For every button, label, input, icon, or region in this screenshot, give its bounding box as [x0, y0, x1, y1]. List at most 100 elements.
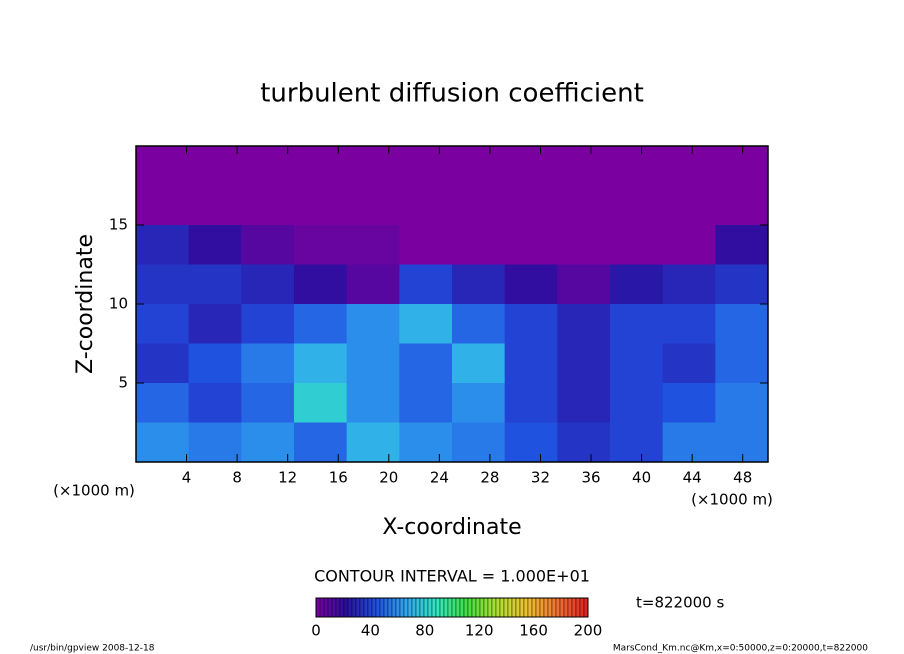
colorbar-band — [323, 597, 329, 618]
cell — [557, 185, 611, 226]
colorbar-band — [467, 597, 473, 618]
cell — [504, 304, 558, 344]
cell — [346, 185, 400, 226]
colorbar-band — [563, 597, 569, 618]
cell — [715, 304, 769, 344]
cell — [346, 304, 400, 344]
x-tick-label: 28 — [480, 469, 499, 487]
colorbar-band — [523, 597, 529, 618]
x-axis-label: X-coordinate — [382, 515, 521, 540]
cell — [399, 304, 453, 344]
cell — [557, 146, 611, 186]
cell — [294, 225, 348, 265]
colorbar-band — [527, 597, 533, 618]
colorbar-band — [331, 597, 337, 618]
cell — [136, 264, 190, 305]
colorbar-band — [423, 597, 429, 618]
colorbar-band — [447, 597, 453, 618]
cell — [557, 343, 611, 384]
colorbar-band — [459, 597, 465, 618]
x-tick-label: 8 — [232, 469, 242, 487]
cell — [662, 185, 716, 226]
cell — [294, 264, 348, 305]
colorbar-band — [463, 597, 469, 618]
colorbar-band — [407, 597, 413, 618]
cell — [346, 264, 400, 305]
cell — [346, 146, 400, 186]
cell — [452, 264, 506, 305]
cell — [346, 225, 400, 265]
colorbar-band — [343, 597, 349, 618]
x-tick-label: 36 — [581, 469, 600, 487]
colorbar-band — [371, 597, 377, 618]
x-tick-label: 12 — [278, 469, 297, 487]
footer: MarsCond_Km.nc@Km,x=0:50000,z=0:20000,t=… — [613, 644, 868, 654]
cell — [662, 343, 716, 384]
cell — [662, 264, 716, 305]
cell — [346, 383, 400, 423]
cell — [188, 146, 242, 186]
cell — [504, 343, 558, 384]
cell — [557, 383, 611, 423]
colorbar-band — [575, 597, 581, 618]
colorbar-band — [339, 597, 345, 618]
cell — [241, 304, 295, 344]
colorbar-band — [319, 597, 325, 618]
x-tick-label: 20 — [379, 469, 398, 487]
cell — [294, 146, 348, 186]
colorbar-band — [427, 597, 433, 618]
colorbar-tick-label: 0 — [311, 622, 321, 640]
cell — [241, 343, 295, 384]
colorbar-band — [555, 597, 561, 618]
colorbar-band — [363, 597, 369, 618]
colorbar-band — [567, 597, 573, 618]
cell — [346, 343, 400, 384]
colorbar-band — [399, 597, 405, 618]
cell — [715, 225, 769, 265]
footer: /usr/bin/gpview 2008-12-18 — [30, 644, 155, 654]
cell — [662, 146, 716, 186]
cell — [715, 146, 769, 186]
colorbar-band — [315, 597, 321, 618]
cell — [241, 146, 295, 186]
colorbar-band — [387, 597, 393, 618]
cell — [241, 383, 295, 423]
colorbar-band — [383, 597, 389, 618]
colorbar-band — [475, 597, 481, 618]
cell — [188, 343, 242, 384]
cell — [715, 383, 769, 423]
cell — [610, 225, 664, 265]
colorbar-band — [431, 597, 437, 618]
colorbar-band — [375, 597, 381, 618]
contour-note: CONTOUR INTERVAL = 1.000E+01 — [314, 567, 590, 586]
colorbar-band — [531, 597, 537, 618]
colorbar-band — [355, 597, 361, 618]
cell — [610, 422, 664, 463]
colorbar-band — [391, 597, 397, 618]
cell — [662, 422, 716, 463]
cell — [504, 422, 558, 463]
cell — [136, 146, 190, 186]
cell — [504, 264, 558, 305]
cell — [557, 264, 611, 305]
cell — [504, 185, 558, 226]
colorbar-band — [395, 597, 401, 618]
y-tick-label: 5 — [118, 374, 128, 392]
cell — [452, 185, 506, 226]
cell — [452, 304, 506, 344]
cell — [610, 343, 664, 384]
cell — [294, 383, 348, 423]
cell — [715, 343, 769, 384]
y-axis-label: Z-coordinate — [73, 234, 98, 374]
cell — [399, 343, 453, 384]
cell — [241, 264, 295, 305]
colorbar-band — [583, 597, 589, 618]
cell — [136, 383, 190, 423]
colorbar-tick-label: 40 — [361, 622, 380, 640]
x-unit: (×1000 m) — [53, 482, 135, 500]
colorbar-band — [471, 597, 477, 618]
cell — [399, 264, 453, 305]
cell — [188, 304, 242, 344]
y-tick-label: 15 — [109, 216, 128, 234]
cell — [504, 225, 558, 265]
